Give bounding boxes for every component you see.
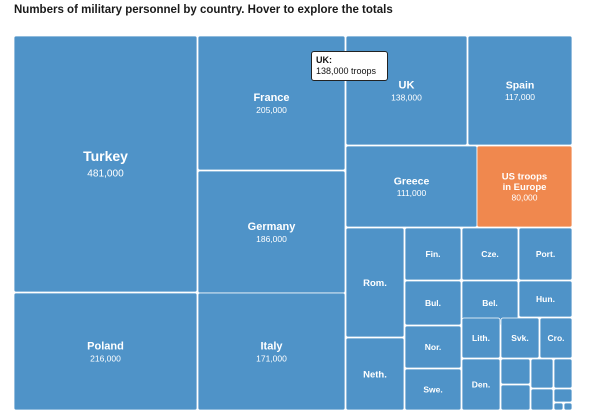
tile-label: France [253, 92, 289, 104]
tile-cze[interactable]: Cze. [461, 227, 519, 281]
tile-svk[interactable]: Svk. [500, 317, 540, 359]
tile-rect[interactable] [404, 280, 462, 326]
tile-neth[interactable]: Neth. [345, 337, 405, 411]
tile-rect[interactable] [13, 35, 198, 293]
tile-cro[interactable]: Cro. [539, 317, 573, 359]
tile-value: 171,000 [256, 353, 287, 363]
tooltip-body: 138,000 troops [316, 66, 377, 76]
tile-label: Fin. [425, 249, 440, 259]
tile-rect[interactable] [530, 358, 554, 389]
tile-label: US troops [502, 171, 547, 182]
tile-value: 216,000 [90, 353, 121, 363]
tile-label: in Europe [503, 182, 547, 193]
tile-small-26[interactable] [500, 384, 531, 411]
hover-tooltip: UK: 138,000 troops [311, 51, 388, 81]
tile-rect[interactable] [530, 388, 554, 411]
tile-label: Bul. [425, 298, 441, 308]
tile-rect[interactable] [467, 35, 573, 146]
tile-label: Neth. [363, 369, 387, 380]
tile-label: Den. [472, 379, 490, 389]
tile-rect[interactable] [553, 402, 564, 411]
tile-rect[interactable] [461, 227, 519, 281]
tile-small-30[interactable] [563, 402, 573, 411]
tile-den[interactable]: Den. [461, 358, 501, 411]
tile-rect[interactable] [404, 368, 462, 411]
tile-rect[interactable] [500, 317, 540, 359]
tile-bul[interactable]: Bul. [404, 280, 462, 326]
tile-label: Bel. [482, 298, 498, 308]
tile-rect[interactable] [539, 317, 573, 359]
tile-value: 80,000 [512, 192, 538, 202]
tile-rect[interactable] [345, 227, 405, 338]
tile-rect[interactable] [518, 227, 573, 281]
tile-label: Cze. [481, 249, 498, 259]
tile-rect[interactable] [404, 227, 462, 281]
tile-label: Greece [394, 175, 430, 187]
tile-label: Port. [536, 249, 555, 259]
tile-lith[interactable]: Lith. [461, 317, 501, 359]
tile-label: Nor. [425, 342, 442, 352]
chart-title: Numbers of military personnel by country… [14, 4, 393, 16]
tile-value: 481,000 [87, 169, 124, 180]
tile-label: Swe. [423, 384, 442, 394]
tile-rect[interactable] [461, 317, 501, 359]
tile-label: Hun. [536, 294, 555, 304]
tile-rect[interactable] [345, 337, 405, 411]
tile-port[interactable]: Port. [518, 227, 573, 281]
tile-small-23[interactable] [500, 358, 531, 385]
tile-rect[interactable] [553, 358, 573, 389]
tile-label: Rom. [363, 278, 387, 289]
tile-small-29[interactable] [553, 402, 564, 411]
tile-hun[interactable]: Hun. [518, 280, 573, 318]
tile-rect[interactable] [197, 292, 346, 411]
tile-label: Svk. [511, 333, 529, 343]
tile-rect[interactable] [404, 325, 462, 369]
tile-rect[interactable] [500, 384, 531, 411]
tile-rect[interactable] [476, 145, 573, 228]
tile-label: UK [399, 79, 415, 91]
tile-label: Lith. [472, 333, 490, 343]
tile-value: 117,000 [505, 92, 535, 102]
tile-rect[interactable] [13, 292, 198, 411]
tile-value: 111,000 [397, 188, 427, 198]
tile-rect[interactable] [563, 402, 573, 411]
tile-rect[interactable] [553, 388, 573, 403]
tile-label: Poland [87, 340, 124, 352]
tile-label: Italy [260, 340, 283, 352]
tile-swe[interactable]: Swe. [404, 368, 462, 411]
tile-value: 138,000 [391, 92, 422, 102]
tile-label: Turkey [83, 148, 128, 164]
tile-small-25[interactable] [553, 358, 573, 389]
tile-label: Cro. [548, 333, 565, 343]
tile-fin[interactable]: Fin. [404, 227, 462, 281]
tile-label: Spain [506, 79, 535, 91]
tile-label: Germany [248, 221, 297, 233]
tile-nor[interactable]: Nor. [404, 325, 462, 369]
tile-turkey[interactable]: Turkey 481,000 [13, 35, 198, 293]
tile-rom[interactable]: Rom. [345, 227, 405, 338]
tile-small-28[interactable] [553, 388, 573, 403]
tile-rect[interactable] [500, 358, 531, 385]
tile-rect[interactable] [518, 280, 573, 318]
tile-value: 186,000 [256, 234, 287, 244]
tile-rect[interactable] [461, 358, 501, 411]
tooltip-heading: UK: [316, 55, 332, 65]
tile-small-24[interactable] [530, 358, 554, 389]
tile-value: 205,000 [256, 105, 287, 115]
tile-rect[interactable] [197, 35, 346, 171]
tile-small-27[interactable] [530, 388, 554, 411]
